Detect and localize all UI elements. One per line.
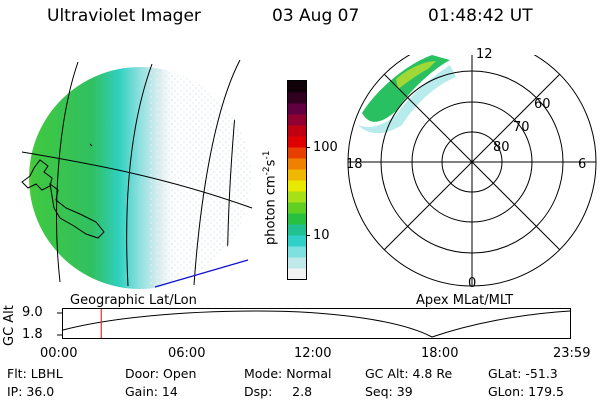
info-flt: Flt: LBHL [7, 366, 63, 381]
info-gain: Gain: 14 [125, 384, 178, 399]
altitude-timeline [57, 308, 571, 339]
mlat-label-80: 80 [493, 140, 510, 155]
aurora-arc [362, 55, 450, 122]
colorbar-segment [288, 81, 306, 93]
colorbar-tick [306, 147, 310, 148]
mlt-label-12: 12 [476, 47, 493, 62]
date-label: 03 Aug 07 [272, 6, 360, 26]
colorbar-segment [288, 92, 306, 104]
meridian-line [193, 59, 241, 286]
mlt-label-0: 0 [468, 276, 477, 291]
colorbar-segment [288, 147, 306, 159]
altitude-curve [62, 310, 571, 338]
colorbar-segment [288, 125, 306, 137]
timeline-ymax: 9.0 [22, 305, 43, 320]
timeline-tick-1: 06:00 [168, 346, 206, 361]
colorbar-segment [288, 268, 306, 279]
timeline-ymin: 1.8 [22, 327, 43, 342]
info-mode: Mode: Normal [244, 366, 332, 381]
colorbar-segment [288, 103, 306, 115]
coastline-north [21, 159, 53, 191]
info-ip: IP: 36.0 [7, 384, 55, 399]
colorbar-segment [288, 246, 306, 258]
parallel-line [21, 151, 253, 209]
time-label: 01:48:42 UT [428, 6, 533, 26]
colorbar-segment [288, 257, 306, 269]
aurora-speckle [150, 67, 251, 289]
colorbar-segment [288, 136, 306, 148]
colorbar-segment [288, 114, 306, 126]
colorbar-segment [288, 224, 306, 236]
colorbar-segment [288, 213, 306, 225]
geo-caption: Geographic Lat/Lon [70, 293, 197, 308]
aurora-arc-core [396, 61, 436, 89]
colorbar-tick-label-10: 10 [313, 228, 330, 243]
mlt-label-6: 6 [578, 157, 587, 172]
timeline-tick-3: 18:00 [421, 346, 459, 361]
colorbar-unit-label: photon cm-2s-1 [262, 150, 279, 245]
info-dsp: Dsp: 2.8 [244, 384, 313, 399]
info-glon: GLon: 179.5 [488, 384, 564, 399]
colorbar-tick-label-100: 100 [313, 140, 338, 155]
mlt-label-18: 18 [346, 157, 363, 172]
terminator-line [154, 259, 249, 288]
colorbar-segment [288, 202, 306, 214]
color-bar [287, 80, 307, 280]
timeline-tick-2: 12:00 [294, 346, 332, 361]
colorbar-tick [306, 235, 310, 236]
mlt-diagonal [383, 73, 561, 251]
info-glat: GLat: -51.3 [488, 366, 558, 381]
info-seq: Seq: 39 [365, 384, 413, 399]
mlat-label-70: 70 [513, 120, 530, 135]
colorbar-segment [288, 235, 306, 247]
mlat-label-60: 60 [534, 97, 551, 112]
timeline-frame [62, 308, 571, 339]
aurora-arc-edge [358, 65, 456, 134]
instrument-title: Ultraviolet Imager [47, 6, 201, 26]
coastline-south [49, 182, 105, 239]
colorbar-segment [288, 180, 306, 192]
timeline-tick-0: 00:00 [40, 346, 78, 361]
info-door: Door: Open [125, 366, 197, 381]
colorbar-segment [288, 191, 306, 203]
polar-dial [347, 55, 597, 287]
polar-caption: Apex MLat/MLT [416, 293, 514, 308]
info-gcalt: GC Alt: 4.8 Re [365, 366, 453, 381]
meridian-line [56, 61, 79, 283]
timeline-tick-4: 23:59 [553, 346, 591, 361]
colorbar-segment [288, 158, 306, 170]
colorbar-segment [288, 169, 306, 181]
meridian-line [126, 63, 153, 287]
